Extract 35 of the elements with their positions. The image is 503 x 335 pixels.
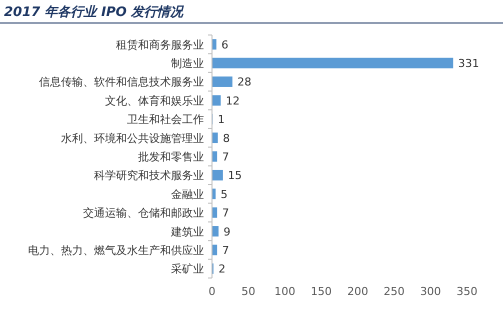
data-label: 2 xyxy=(218,262,226,276)
y-tick-label: 制造业 xyxy=(171,57,204,70)
data-label: 331 xyxy=(458,57,480,70)
y-tick-label: 交通运输、仓储和邮政业 xyxy=(83,206,204,220)
y-tick-label: 批发和零售业 xyxy=(138,150,204,164)
data-label: 28 xyxy=(237,76,252,89)
y-tick-label: 卫生和社会工作 xyxy=(127,113,204,126)
data-label: 7 xyxy=(222,206,230,220)
y-tick-label: 建筑业 xyxy=(170,225,204,238)
text: 2017 年各行业 IPO 发行情况 xyxy=(4,5,184,20)
x-tick-label: 250 xyxy=(384,285,405,298)
data-label: 6 xyxy=(221,38,228,52)
y-tick-label: 采矿业 xyxy=(171,262,204,276)
data-label: 8 xyxy=(222,132,230,145)
data-label: 9 xyxy=(224,225,231,238)
y-tick-label: 文化、体育和娱乐业 xyxy=(105,94,204,108)
x-tick-label: 0 xyxy=(208,285,216,298)
x-tick-label: 100 xyxy=(274,285,296,298)
y-tick-label: 租赁和商务服务业 xyxy=(116,38,204,52)
x-tick-label: 300 xyxy=(420,285,442,298)
y-tick-label: 科学研究和技术服务业 xyxy=(94,169,204,182)
x-tick-label: 150 xyxy=(310,285,332,298)
data-label: 1 xyxy=(218,113,225,126)
y-tick-label: 水利、环境和公共设施管理业 xyxy=(61,132,204,145)
x-tick-label: 50 xyxy=(241,285,256,298)
data-label: 7 xyxy=(222,244,230,257)
y-tick-label: 信息传输、软件和信息技术服务业 xyxy=(39,76,204,89)
data-label: 15 xyxy=(228,169,242,182)
data-label: 7 xyxy=(222,150,230,164)
x-tick-label: 350 xyxy=(456,285,478,298)
x-tick-label: 200 xyxy=(347,285,368,298)
y-tick-label: 电力、热力、燃气及水生产和供应业 xyxy=(28,244,204,257)
y-tick-label: 金融业 xyxy=(171,188,204,201)
data-label: 5 xyxy=(220,188,228,201)
data-label: 12 xyxy=(226,94,240,108)
